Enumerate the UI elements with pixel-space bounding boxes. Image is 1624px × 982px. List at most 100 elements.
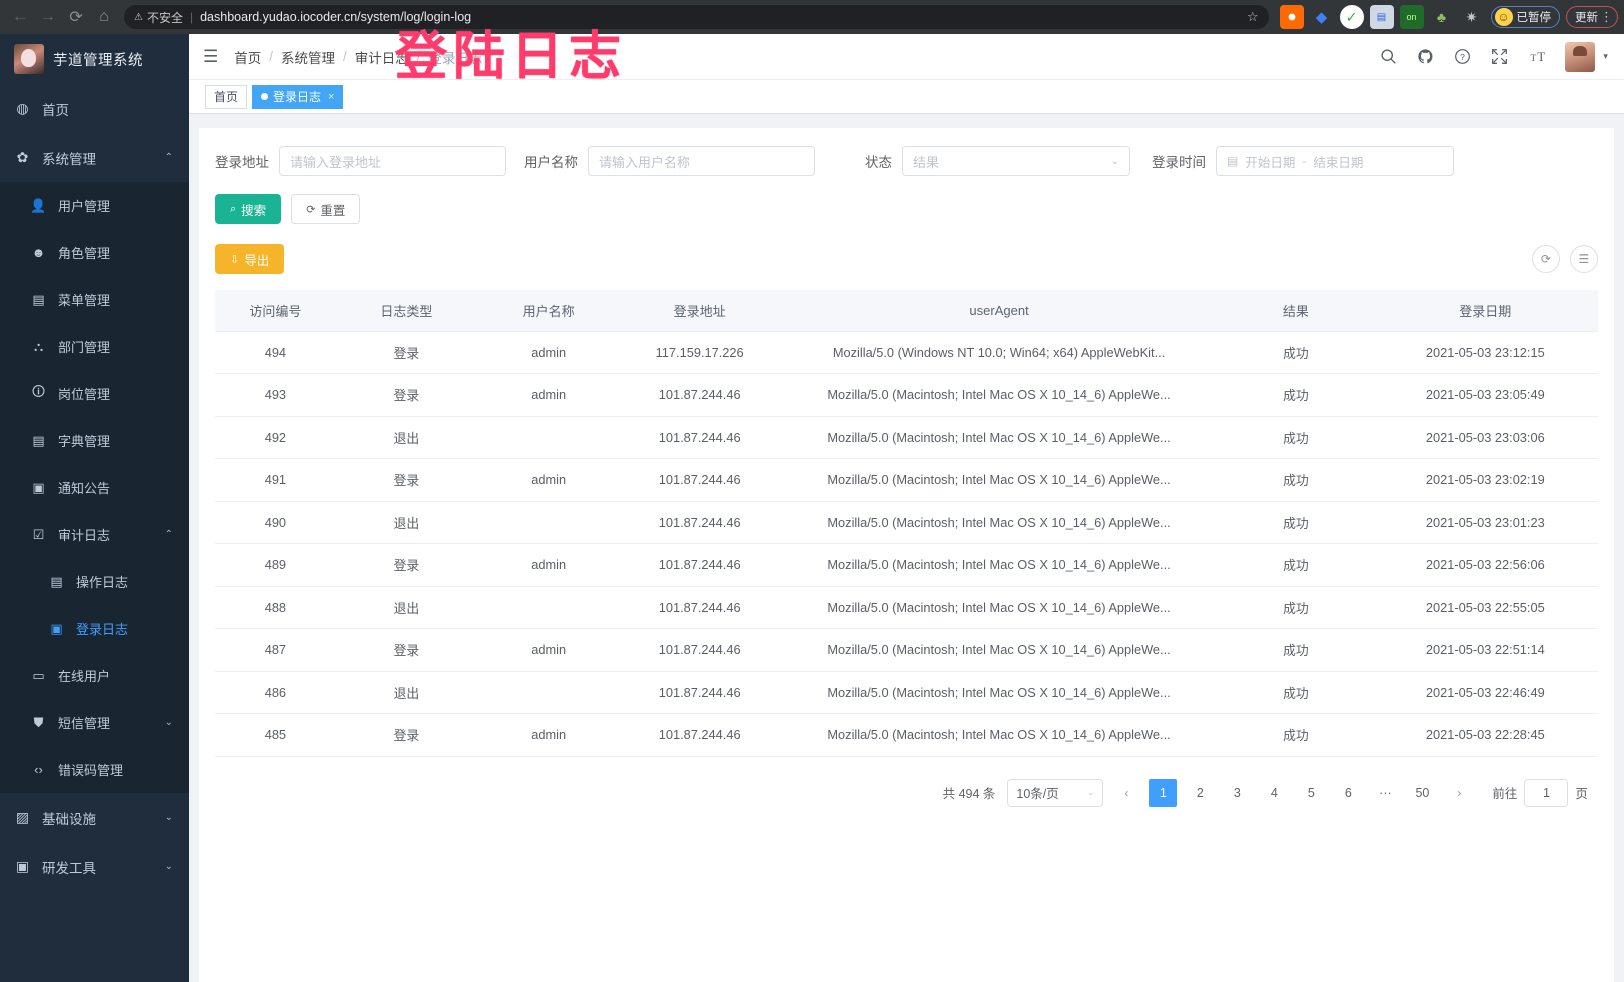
back-icon[interactable]: ← xyxy=(12,8,28,25)
tag-home[interactable]: 首页 xyxy=(205,84,248,109)
reset-button[interactable]: ⟳ 重置 xyxy=(291,194,361,224)
end-date-input[interactable]: 结束日期 xyxy=(1313,155,1364,170)
sidebar-item-user-mgmt[interactable]: 👤 用户管理 xyxy=(0,182,189,229)
tag-login-log[interactable]: 登录日志 × xyxy=(252,84,344,109)
sidebar-item-sms-mgmt[interactable]: ⛊ 短信管理 ⌄ xyxy=(0,699,189,746)
th-login-date[interactable]: 登录日期 xyxy=(1372,290,1598,332)
breadcrumb: 首页 / 系统管理 / 审计日志 / 登录日志 xyxy=(234,47,482,67)
pagination-page-4[interactable]: 4 xyxy=(1260,778,1289,807)
table-row[interactable]: 490 退出 101.87.244.46 Mozilla/5.0 (Macintosh… xyxy=(215,501,1598,544)
sidebar-item-post-mgmt[interactable]: 🛈 岗位管理 xyxy=(0,370,189,417)
table-row[interactable]: 486 退出 101.87.244.46 Mozilla/5.0 (Macintosh… xyxy=(215,671,1598,714)
sidebar-item-operation-log[interactable]: ▤ 操作日志 xyxy=(0,558,189,605)
pagination-page-1[interactable]: 1 xyxy=(1149,778,1178,807)
td-log-type: 登录 xyxy=(335,458,478,502)
sidebar-item-login-log[interactable]: ▣ 登录日志 xyxy=(0,605,189,652)
status-select[interactable]: 结果 ⌄ xyxy=(902,146,1130,176)
bookmark-star-icon[interactable]: ☆ xyxy=(1246,9,1259,24)
chevron-down-icon[interactable]: ▾ xyxy=(1603,51,1608,61)
puzzle-ext-icon[interactable]: ✷ xyxy=(1465,8,1478,25)
pagination-next[interactable]: › xyxy=(1445,778,1474,807)
fullscreen-icon[interactable] xyxy=(1491,48,1508,65)
search-button[interactable]: ⌕ 搜索 xyxy=(215,194,282,224)
breadcrumb-item-system[interactable]: 系统管理 xyxy=(281,50,336,66)
filter-login-address: 登录地址 请输入登录地址 xyxy=(215,146,506,176)
login-address-input[interactable]: 请输入登录地址 xyxy=(279,146,506,176)
blue-gem-ext-icon[interactable]: ◆ xyxy=(1315,9,1328,26)
pagination-ellipsis[interactable]: ··· xyxy=(1371,778,1400,807)
github-icon[interactable] xyxy=(1417,48,1434,65)
search-icon[interactable] xyxy=(1380,48,1397,65)
pagination-page-50[interactable]: 50 xyxy=(1408,778,1437,807)
pagination-page-5[interactable]: 5 xyxy=(1297,778,1326,807)
sidebar-item-audit-log[interactable]: ☑ 审计日志 ⌃ xyxy=(0,511,189,558)
blue-badge-ext-icon[interactable]: ▤ xyxy=(1369,5,1394,29)
sidebar-logo[interactable]: 芋道管理系统 xyxy=(0,34,189,84)
td-result: 成功 xyxy=(1219,501,1373,544)
table-row[interactable]: 492 退出 101.87.244.46 Mozilla/5.0 (Macintosh… xyxy=(215,416,1598,459)
chrome-menu-icon[interactable]: ⋮ xyxy=(1600,9,1613,25)
breadcrumb-item-home[interactable]: 首页 xyxy=(234,50,262,66)
columns-round-icon[interactable]: ☰ xyxy=(1569,245,1598,273)
th-login-address[interactable]: 登录地址 xyxy=(620,290,779,332)
th-result[interactable]: 结果 xyxy=(1219,290,1373,332)
sidebar-item-infra[interactable]: ▨ 基础设施 ⌄ xyxy=(0,793,189,842)
pagination-page-6[interactable]: 6 xyxy=(1334,778,1363,807)
breadcrumb-item-audit[interactable]: 审计日志 xyxy=(354,50,409,66)
green-check-ext-icon[interactable]: ✓ xyxy=(1339,5,1364,29)
help-icon[interactable]: ? xyxy=(1454,48,1471,65)
start-date-input[interactable]: 开始日期 xyxy=(1245,155,1296,170)
login-time-daterange[interactable]: ▤ 开始日期 - 结束日期 xyxy=(1216,146,1454,176)
td-user-agent: Mozilla/5.0 (Windows NT 10.0; Win64; x64… xyxy=(778,331,1220,374)
orange-circle-ext-icon[interactable] xyxy=(1279,5,1304,29)
sidebar-item-home[interactable]: ◍ 首页 xyxy=(0,84,189,133)
sidebar-item-dev-tools[interactable]: ▣ 研发工具 ⌄ xyxy=(0,842,189,891)
td-login-address: 101.87.244.46 xyxy=(620,713,779,757)
table-row[interactable]: 493 登录 admin 101.87.244.46 Mozilla/5.0 (Maci… xyxy=(215,373,1598,417)
close-icon[interactable]: × xyxy=(328,90,335,103)
reload-icon[interactable]: ⟳ xyxy=(69,9,83,26)
th-user-agent[interactable]: userAgent xyxy=(778,290,1220,332)
sidebar-item-role-mgmt[interactable]: ☻ 角色管理 xyxy=(0,229,189,276)
jump-input[interactable]: 1 xyxy=(1524,778,1569,807)
sidebar-item-menu-mgmt[interactable]: ▤ 菜单管理 xyxy=(0,276,189,323)
export-button[interactable]: ⇩ 导出 xyxy=(215,244,285,274)
th-access-id[interactable]: 访问编号 xyxy=(215,290,336,332)
sidebar-item-online-user[interactable]: ▭ 在线用户 xyxy=(0,652,189,699)
table-row[interactable]: 494 登录 admin 117.159.17.226 Mozilla/5.0 (Win… xyxy=(215,331,1598,374)
address-bar[interactable]: ⚠ 不安全 | dashboard.yudao.iocoder.cn/syste… xyxy=(124,5,1269,29)
table-row[interactable]: 485 登录 admin 101.87.244.46 Mozilla/5.0 (Maci… xyxy=(215,713,1598,757)
green-on-ext-icon[interactable]: on xyxy=(1399,5,1424,29)
sidebar-item-dept-mgmt[interactable]: ⛬ 部门管理 xyxy=(0,323,189,370)
page-size-select[interactable]: 10条/页 ⌄ xyxy=(1007,778,1104,807)
forward-icon[interactable]: → xyxy=(40,8,56,25)
browser-toolbar: ← → ⟳ ⌂ ⚠ 不安全 | dashboard.yudao.iocoder.… xyxy=(0,0,1624,34)
sidebar-item-label: 部门管理 xyxy=(58,340,111,355)
profile-paused-button[interactable]: ☺ 已暂停 xyxy=(1490,6,1560,28)
update-button[interactable]: 更新 ⋮ xyxy=(1566,6,1618,28)
sidebar-item-notice[interactable]: ▣ 通知公告 xyxy=(0,464,189,511)
pin-ext-icon[interactable]: ♣ xyxy=(1436,9,1447,25)
home-icon[interactable]: ⌂ xyxy=(99,8,109,25)
hamburger-icon[interactable]: ☰ xyxy=(203,46,219,66)
pagination-page-3[interactable]: 3 xyxy=(1223,778,1252,807)
td-log-type: 退出 xyxy=(335,586,478,629)
avatar[interactable] xyxy=(1565,41,1596,72)
sidebar-item-dict-mgmt[interactable]: ▤ 字典管理 xyxy=(0,417,189,464)
filter-label: 登录时间 xyxy=(1152,155,1206,170)
pagination-prev[interactable]: ‹ xyxy=(1112,778,1141,807)
sidebar-item-error-code[interactable]: ‹› 错误码管理 xyxy=(0,746,189,793)
td-log-type: 登录 xyxy=(335,331,478,374)
table-row[interactable]: 488 退出 101.87.244.46 Mozilla/5.0 (Macintosh… xyxy=(215,586,1598,629)
th-log-type[interactable]: 日志类型 xyxy=(335,290,478,332)
table-row[interactable]: 487 登录 admin 101.87.244.46 Mozilla/5.0 (Maci… xyxy=(215,628,1598,672)
table-row[interactable]: 491 登录 admin 101.87.244.46 Mozilla/5.0 (Maci… xyxy=(215,458,1598,502)
pagination-page-2[interactable]: 2 xyxy=(1186,778,1215,807)
refresh-round-icon[interactable]: ⟳ xyxy=(1531,245,1560,273)
th-username[interactable]: 用户名称 xyxy=(477,290,621,332)
sidebar-item-system[interactable]: ✿ 系统管理 ⌃ xyxy=(0,133,189,182)
table-row[interactable]: 489 登录 admin 101.87.244.46 Mozilla/5.0 (Maci… xyxy=(215,543,1598,587)
username-input[interactable]: 请输入用户名称 xyxy=(588,146,815,176)
